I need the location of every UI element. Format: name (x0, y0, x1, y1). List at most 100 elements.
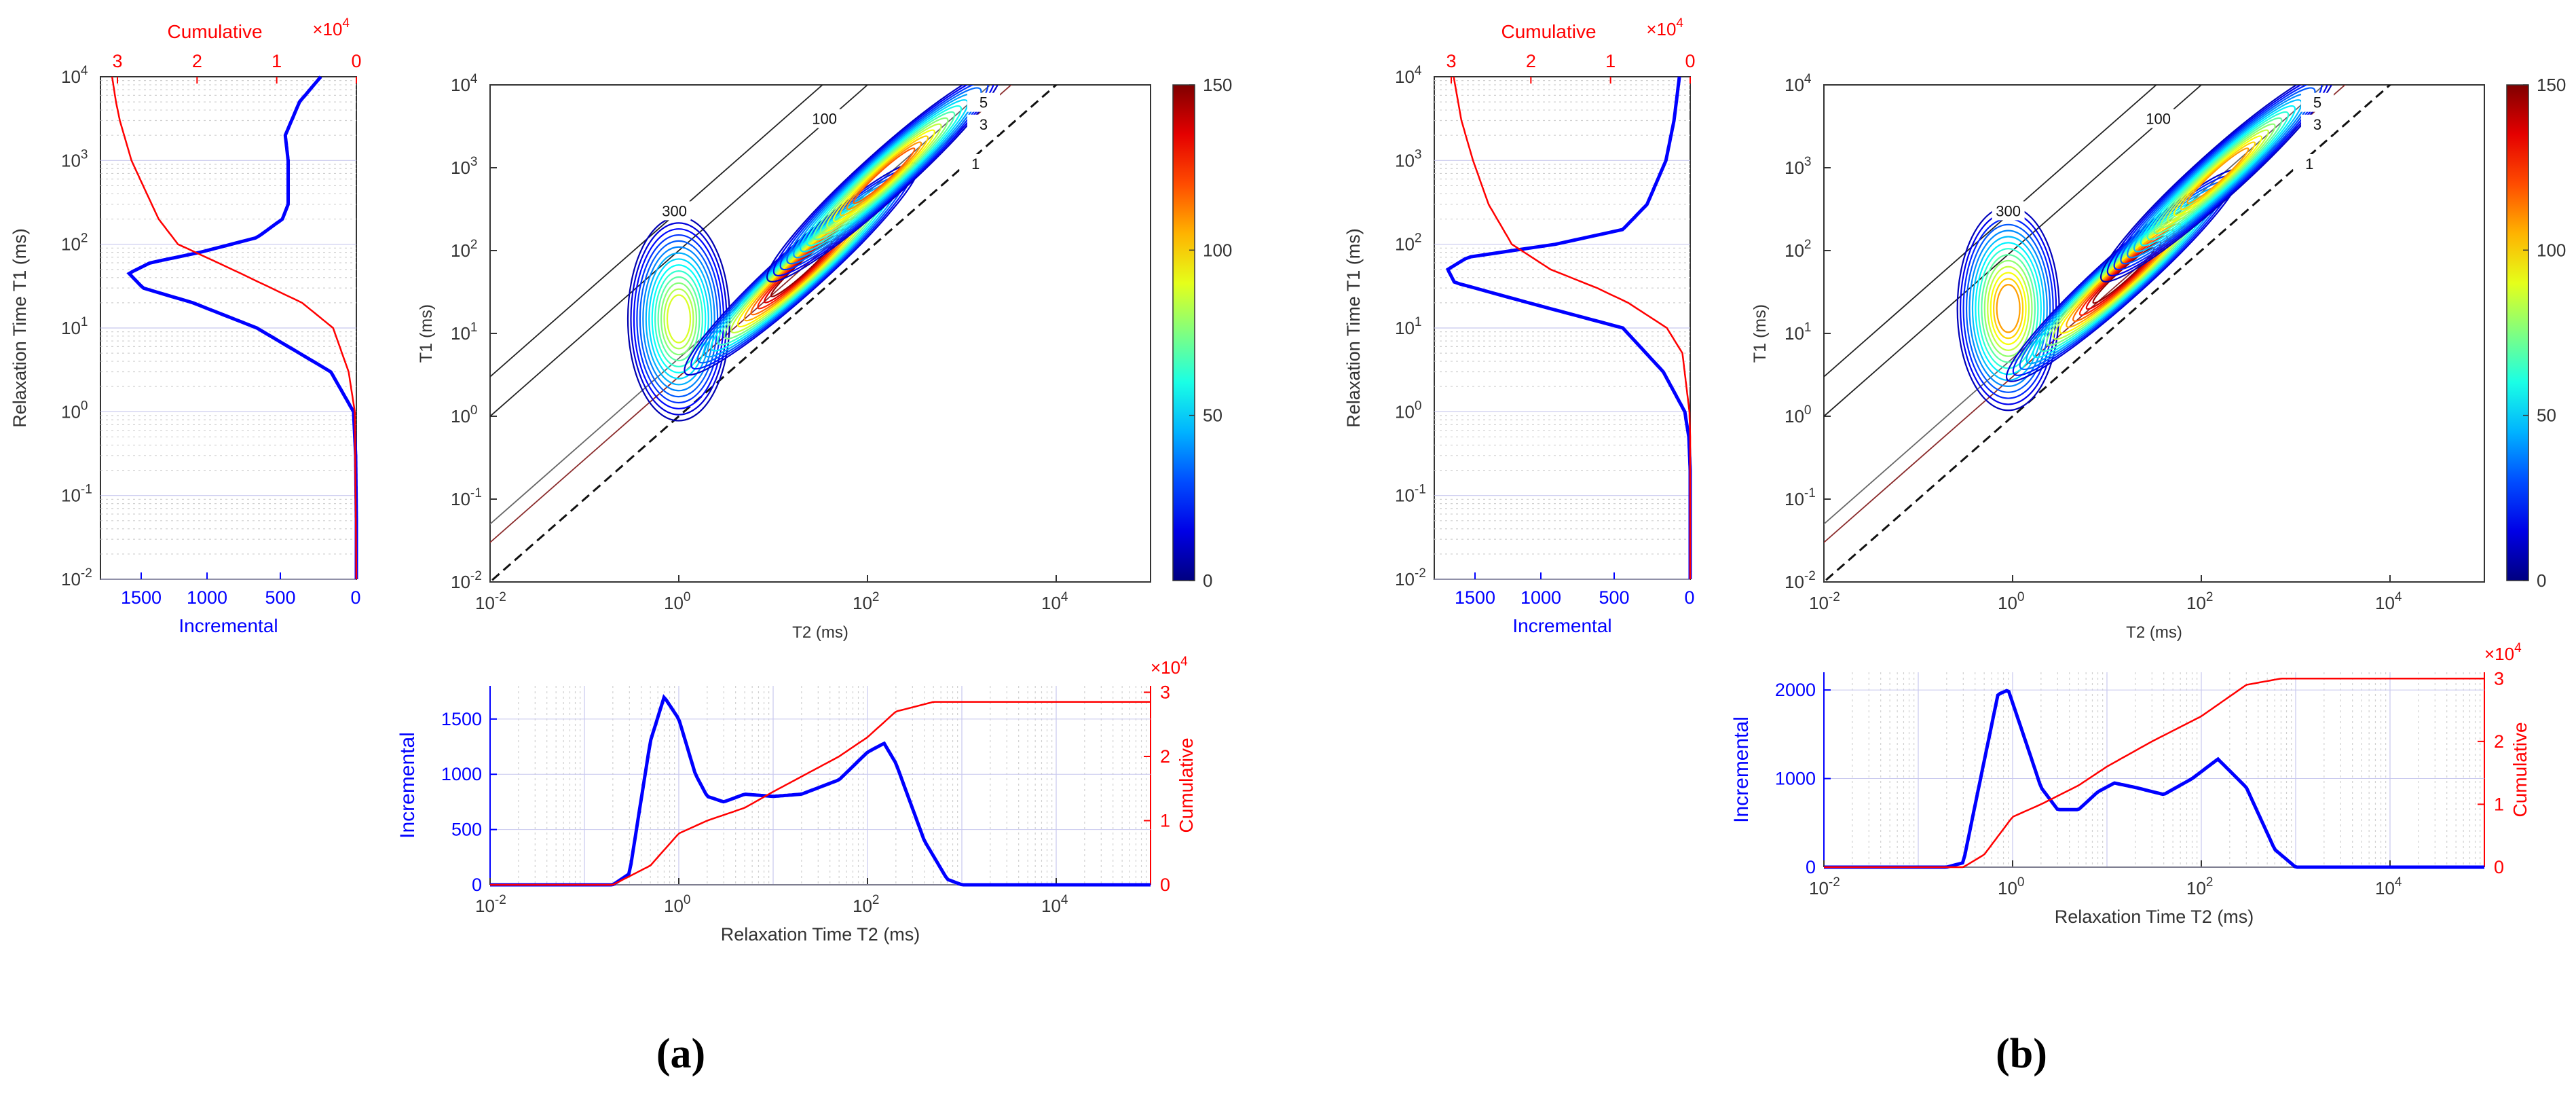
map-y-tick-label-exp: 1 (1804, 321, 1812, 335)
right-tick-label: 2 (1160, 746, 1170, 767)
left-tick-label: 500 (451, 820, 482, 840)
map-inner (490, 85, 1058, 582)
contour-level (663, 288, 694, 350)
map-y-axis-label: T1 (ms) (417, 304, 436, 363)
exp-power: 4 (1676, 16, 1683, 31)
left-y-tick-label: 102 (61, 232, 88, 255)
top-tick-label: 0 (351, 51, 361, 71)
contour-level (630, 222, 728, 416)
bottom-x-tick-label: 10-2 (475, 893, 506, 916)
contour-level (2140, 105, 2296, 246)
top-tick-label: 3 (112, 51, 122, 71)
colorbar-tick-label: 0 (2537, 570, 2546, 591)
ratio-label-bg (808, 109, 841, 128)
colorbar-tick-label: 0 (1203, 570, 1212, 591)
contour-level (2133, 99, 2302, 253)
left-series-cumulative (1453, 76, 1692, 579)
contour-level (1990, 272, 2027, 346)
left-exponent-label: ×104 (312, 16, 350, 39)
left-y-tick-label: 104 (61, 64, 88, 87)
bottom-exponent-label: ×104 (1151, 655, 1188, 678)
map-x-tick-label-exp: 0 (684, 590, 691, 604)
right-tick-label: 0 (2494, 857, 2504, 877)
top-tick-label: 0 (1685, 51, 1695, 71)
contour-level (654, 270, 703, 368)
contour-level (639, 240, 719, 398)
left-y-tick-label-base: 10 (61, 234, 81, 255)
colorbar-tick-label: 100 (1203, 240, 1232, 260)
map-x-tick-label-base: 10 (2375, 593, 2395, 613)
left-y-tick-label: 101 (1395, 315, 1422, 338)
bottom-x-tick-label: 100 (1998, 875, 2025, 898)
map-y-tick-label-base: 10 (1785, 489, 1804, 509)
ratio-label-bg (1992, 201, 2025, 221)
contour-level (657, 276, 701, 362)
contour-level (2180, 141, 2256, 211)
left-y-tick-label-base: 10 (1395, 486, 1415, 506)
map-y-tick-label-exp: 2 (1804, 238, 1812, 252)
bottom-x-tick-label: 102 (2186, 875, 2214, 898)
bottom-x-tick-label-base: 10 (1041, 896, 1061, 916)
map-x-axis-label: T2 (ms) (2126, 623, 2182, 642)
ratio-label-bg (959, 154, 992, 173)
ratio-line-1 (490, 85, 1058, 582)
map-x-tick-label: 102 (853, 590, 880, 613)
colorbar-tick-label: 100 (2537, 240, 2566, 260)
bottom-x-tick-label-exp: -2 (1829, 875, 1840, 890)
ratio-label-bg (2301, 92, 2334, 112)
left-y-tick-label-base: 10 (61, 486, 81, 506)
contour-level (766, 85, 1003, 282)
bottom-x-tick-label-exp: 0 (684, 893, 691, 907)
ratio-label: 100 (812, 111, 837, 128)
ratio-label-bg (658, 201, 691, 221)
ratio-line-1 (1824, 85, 2392, 582)
map-y-tick-label-base: 10 (1785, 406, 1804, 426)
ratio-line-100 (490, 85, 869, 418)
map-y-tick-label: 10-2 (1785, 569, 1816, 592)
map-x-tick-label-base: 10 (664, 593, 684, 613)
left-y-tick-label: 103 (1395, 147, 1422, 170)
map-x-tick-label-exp: 2 (2206, 590, 2214, 604)
top-tick-label: 2 (192, 51, 202, 71)
colorbar-fill (2506, 84, 2529, 581)
right-tick-label: 1 (1160, 810, 1170, 830)
bottom-left-y-label: Incremental (1730, 716, 1753, 823)
map-x-tick-label-exp: 2 (872, 590, 880, 604)
left-y-tick-label: 100 (1395, 399, 1422, 422)
left-y-tick-label: 10-1 (1395, 483, 1426, 506)
contour-level (839, 135, 929, 217)
map-y-tick-label-base: 10 (1785, 572, 1804, 592)
ratio-label-bg (2293, 154, 2326, 173)
ratio-label-bg (967, 114, 1001, 134)
colorbar: 150 100 50 0 (2506, 75, 2566, 591)
map-y-tick-label: 10-1 (1785, 486, 1816, 509)
cumulative-axis-label: Cumulative (1501, 21, 1596, 42)
contour-level (1996, 284, 2021, 333)
bottom-series-cumulative (490, 701, 1151, 886)
contour-level (853, 147, 916, 204)
map-y-tick-label-exp: 3 (470, 155, 478, 169)
map-x-tick-label: 102 (2186, 590, 2214, 613)
colorbar-tick-label: 50 (1203, 405, 1222, 426)
map-y-tick-label-exp: 4 (470, 72, 478, 86)
map-x-tick-label-exp: 4 (1061, 590, 1068, 604)
map-y-tick-label-exp: 0 (470, 403, 478, 418)
bottom-x-tick-label: 100 (664, 893, 691, 916)
left-y-tick-label-exp: 3 (81, 147, 88, 162)
left-y-axis-label: Relaxation Time T1 (ms) (10, 228, 30, 428)
map-y-tick-label-exp: 4 (1804, 72, 1812, 86)
left-tick-label: 0 (472, 875, 482, 895)
contour-level (1983, 259, 2033, 357)
contour-level (2099, 85, 2336, 282)
left-y-tick-label-base: 10 (1395, 569, 1415, 589)
map-y-tick-label: 100 (451, 403, 478, 426)
left-y-tick-label-exp: 0 (1415, 399, 1422, 413)
contour-level (2106, 85, 2330, 277)
exp-base: ×10 (2484, 644, 2514, 664)
contour-level (799, 99, 969, 253)
left-y-tick-label-base: 10 (1395, 67, 1415, 87)
map-y-tick-label-base: 10 (451, 406, 470, 426)
exp-base: ×10 (312, 19, 342, 39)
